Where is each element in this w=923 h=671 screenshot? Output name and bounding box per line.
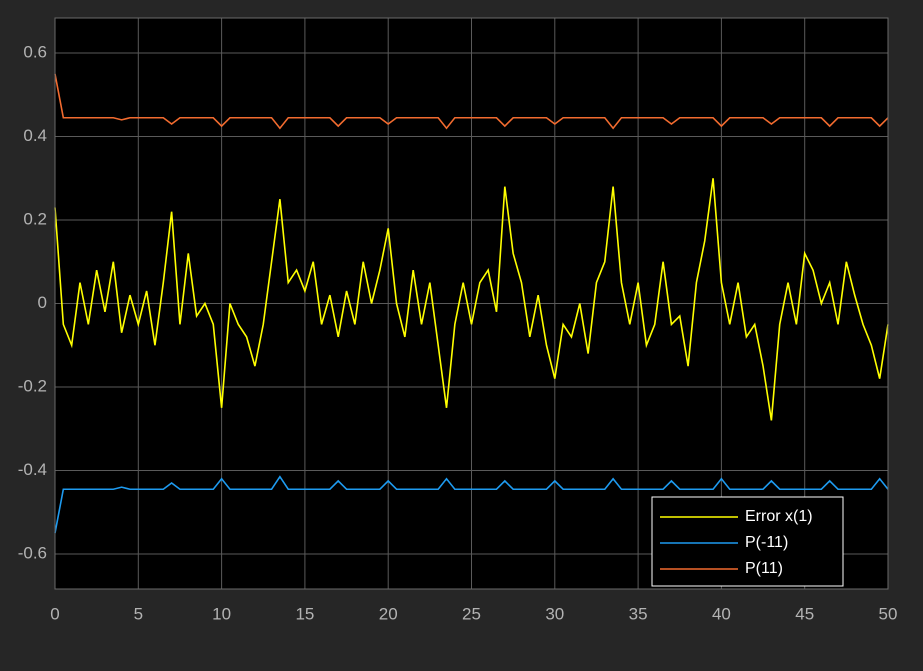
y-tick-label: 0 [38, 293, 47, 312]
x-tick-label: 40 [712, 604, 731, 623]
y-tick-label: -0.2 [18, 376, 47, 395]
x-tick-label: 5 [134, 604, 143, 623]
x-tick-label: 20 [379, 604, 398, 623]
x-tick-label: 10 [212, 604, 231, 623]
series-line [54, 73, 889, 130]
legend-label: Error x(1) [745, 508, 813, 525]
x-tick-label: 15 [295, 604, 314, 623]
legend: Error x(1) P(-11) P(11) [651, 496, 844, 587]
x-tick-label: 50 [879, 604, 898, 623]
legend-label: P(11) [745, 560, 783, 577]
y-tick-label: -0.6 [18, 543, 47, 562]
legend-box [651, 496, 844, 587]
y-tick-label: 0.4 [23, 126, 47, 145]
x-tick-label: 45 [795, 604, 814, 623]
y-tick-label: 0.2 [23, 210, 47, 229]
x-tick-label: 0 [50, 604, 59, 623]
x-tick-label: 25 [462, 604, 481, 623]
series-line [54, 475, 889, 534]
series-line [54, 178, 889, 421]
legend-label: P(-11) [745, 534, 788, 551]
x-tick-label: 35 [629, 604, 648, 623]
y-tick-label: -0.4 [18, 460, 47, 479]
plot-border [54, 17, 889, 590]
y-tick-label: 0.6 [23, 43, 47, 62]
x-tick-label: 30 [545, 604, 564, 623]
